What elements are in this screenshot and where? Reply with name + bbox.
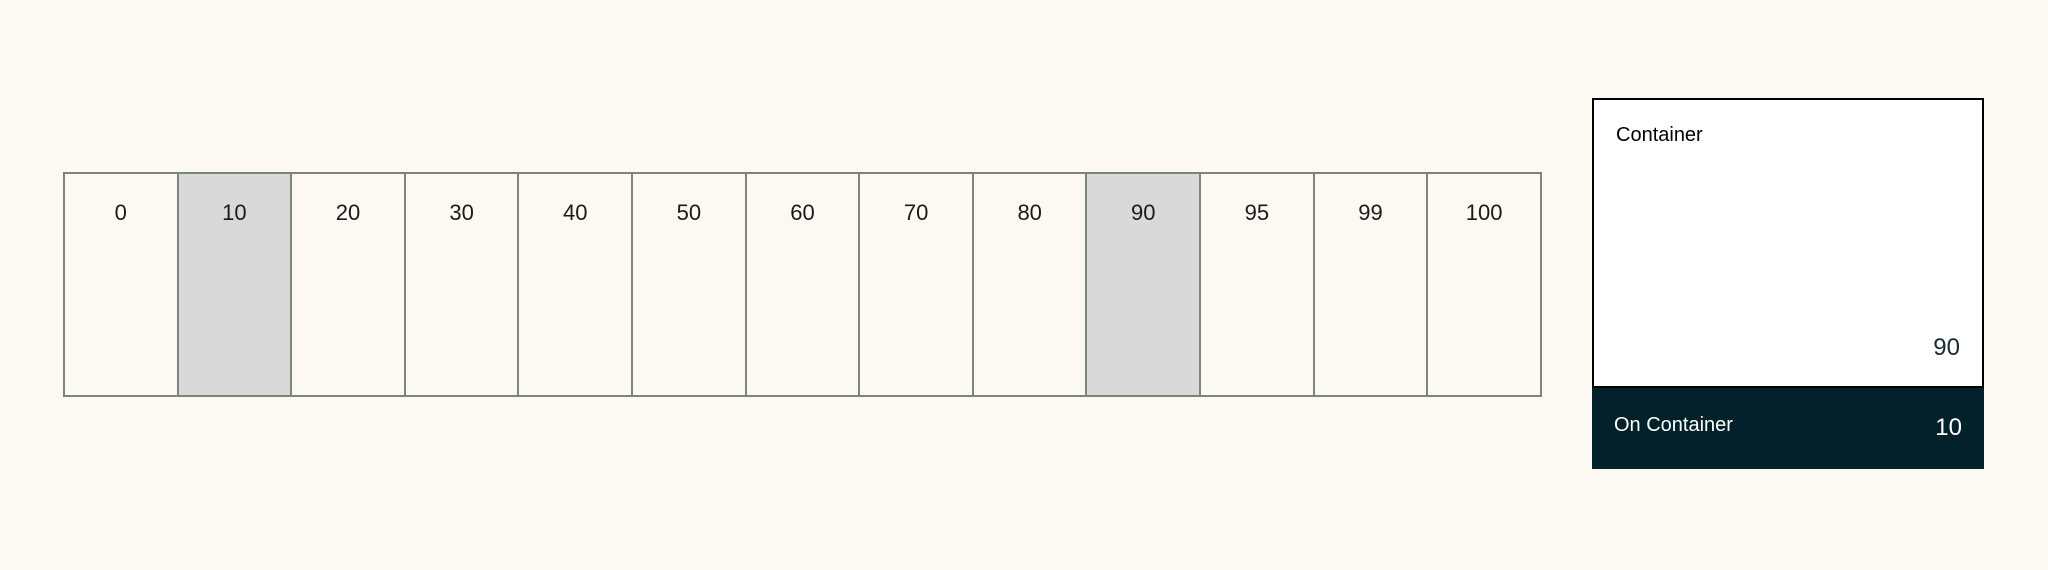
tone-cell: 0 <box>65 174 179 395</box>
tone-cell: 60 <box>746 174 861 395</box>
tone-cell: 80 <box>973 174 1088 395</box>
tone-cell: 90 <box>1087 174 1202 395</box>
on-container-label: On Container <box>1614 414 1733 436</box>
tone-cell: 70 <box>860 174 974 395</box>
container-label: Container <box>1616 124 1703 146</box>
tone-cell: 95 <box>1201 174 1315 395</box>
on-container-tone-value: 10 <box>1935 414 1962 441</box>
tone-cell: 10 <box>178 174 293 395</box>
container-tone-value: 90 <box>1933 334 1960 361</box>
on-container-swatch: On Container 10 <box>1592 388 1984 469</box>
tone-scale: 0 10 20 30 40 50 60 70 80 90 95 99 100 <box>63 172 1542 397</box>
tone-cell: 30 <box>405 174 520 395</box>
color-role-card: Container 90 On Container 10 <box>1592 98 1984 469</box>
container-swatch: Container 90 <box>1592 98 1984 388</box>
tone-cell: 20 <box>292 174 406 395</box>
tone-cell: 99 <box>1314 174 1429 395</box>
tone-cell: 50 <box>633 174 747 395</box>
tone-cell: 40 <box>519 174 634 395</box>
tone-cell: 100 <box>1428 174 1540 395</box>
